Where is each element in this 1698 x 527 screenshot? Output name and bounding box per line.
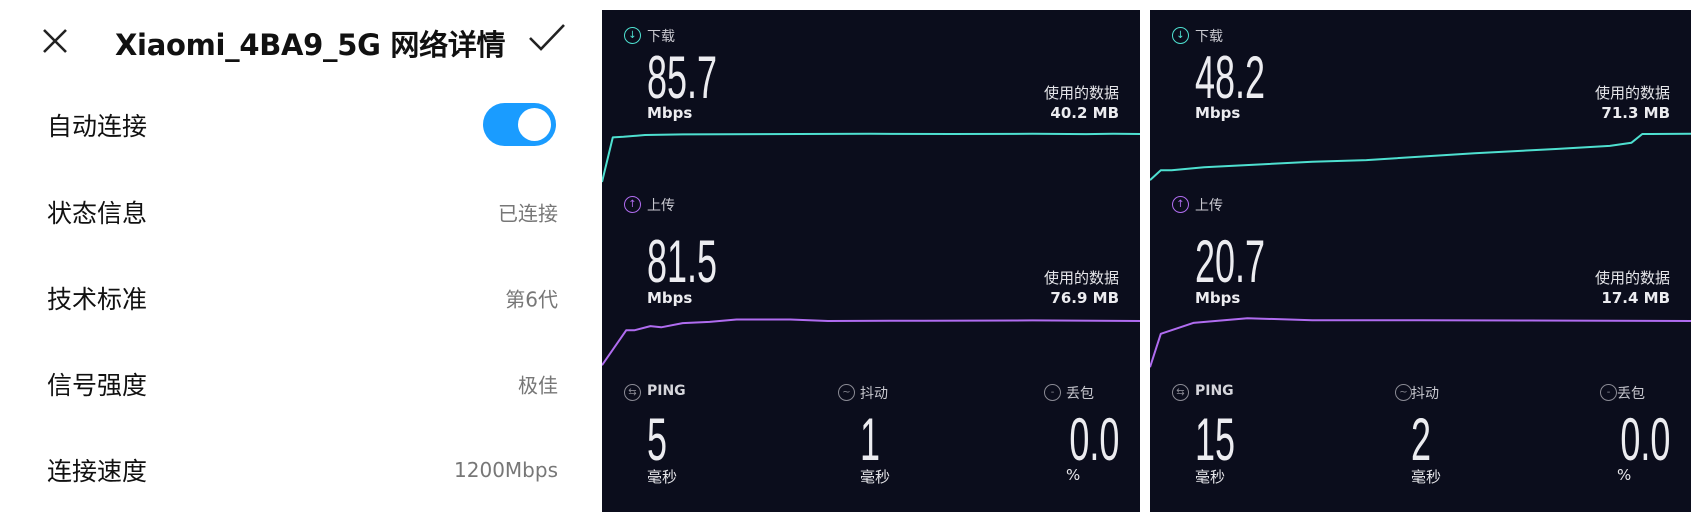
upload-data-used-label: 使用的数据 <box>1594 269 1670 287</box>
upload-data-used-value: 76.9 MB <box>1050 289 1119 307</box>
jitter-icon: ~ <box>1395 384 1412 401</box>
speedtest-result-2: ↓ 下载 48.2 Mbps 使用的数据 71.3 MB ↑ 上传 20.7 M… <box>1150 10 1691 512</box>
jitter-label: 抖动 <box>1411 386 1439 402</box>
close-button[interactable] <box>40 26 70 56</box>
toggle-knob <box>518 108 551 141</box>
packet-loss-icon: - <box>1600 384 1617 401</box>
download-data-used-value: 71.3 MB <box>1601 104 1670 122</box>
jitter-unit: 毫秒 <box>860 468 891 486</box>
upload-unit: Mbps <box>1195 289 1241 307</box>
upload-label: 上传 <box>1195 198 1223 214</box>
download-label: 下载 <box>647 29 675 45</box>
jitter-icon: ~ <box>838 384 855 401</box>
ping-label: PING <box>1195 383 1234 399</box>
download-value: 48.2 <box>1195 44 1266 111</box>
upload-value: 20.7 <box>1195 228 1266 295</box>
packet-loss-unit: % <box>1066 466 1081 484</box>
ping-icon: ⇆ <box>624 384 641 401</box>
ping-unit: 毫秒 <box>1195 468 1226 486</box>
auto-connect-label: 自动连接 <box>47 112 148 141</box>
packet-loss-icon: - <box>1044 384 1061 401</box>
upload-unit: Mbps <box>647 289 693 307</box>
download-icon: ↓ <box>624 27 641 44</box>
upload-label: 上传 <box>647 198 675 214</box>
close-icon <box>43 29 67 53</box>
download-unit: Mbps <box>647 104 693 122</box>
ping-value: 15 <box>1195 406 1236 473</box>
upload-speed-line <box>1150 317 1691 368</box>
upload-data-used-label: 使用的数据 <box>1043 269 1119 287</box>
packet-loss-unit: % <box>1617 466 1632 484</box>
download-icon: ↓ <box>1172 27 1189 44</box>
download-unit: Mbps <box>1195 104 1241 122</box>
download-label: 下载 <box>1195 29 1223 45</box>
download-speed-line <box>602 132 1140 183</box>
signal-value: 极佳 <box>518 373 558 398</box>
download-data-used-label: 使用的数据 <box>1594 84 1670 102</box>
status-value: 已连接 <box>498 201 558 226</box>
jitter-label: 抖动 <box>860 386 888 402</box>
speed-graph <box>1150 132 1691 368</box>
jitter-value: 1 <box>860 406 881 473</box>
confirm-button[interactable] <box>528 22 566 54</box>
download-value: 85.7 <box>647 44 718 111</box>
upload-value: 81.5 <box>647 228 718 295</box>
jitter-value: 2 <box>1411 406 1432 473</box>
upload-data-used-value: 17.4 MB <box>1601 289 1670 307</box>
signal-label: 信号强度 <box>47 371 148 400</box>
download-speed-line <box>1150 132 1691 181</box>
standard-label: 技术标准 <box>47 285 148 314</box>
ping-label: PING <box>647 383 686 399</box>
speed-graph <box>602 132 1140 366</box>
link-speed-value: 1200Mbps <box>454 458 558 482</box>
check-icon <box>529 24 565 51</box>
speedtest-result-1: ↓ 下载 85.7 Mbps 使用的数据 40.2 MB ↑ 上传 81.5 M… <box>602 10 1140 512</box>
ping-value: 5 <box>647 406 668 473</box>
download-data-used-value: 40.2 MB <box>1050 104 1119 122</box>
status-label: 状态信息 <box>47 199 148 228</box>
download-data-used-label: 使用的数据 <box>1043 84 1119 102</box>
packet-loss-label: 丢包 <box>1066 386 1094 402</box>
upload-icon: ↑ <box>1172 196 1189 213</box>
page-title: Xiaomi_4BA9_5G 网络详情 <box>115 28 506 62</box>
auto-connect-toggle[interactable] <box>483 103 556 146</box>
upload-icon: ↑ <box>624 196 641 213</box>
ping-icon: ⇆ <box>1172 384 1189 401</box>
link-speed-label: 连接速度 <box>47 457 148 486</box>
ping-unit: 毫秒 <box>647 468 678 486</box>
upload-speed-line <box>602 318 1140 366</box>
jitter-unit: 毫秒 <box>1411 468 1442 486</box>
packet-loss-value: 0.0 <box>1619 406 1670 473</box>
packet-loss-label: 丢包 <box>1617 386 1645 402</box>
packet-loss-value: 0.0 <box>1068 406 1119 473</box>
standard-value: 第6代 <box>505 287 558 312</box>
